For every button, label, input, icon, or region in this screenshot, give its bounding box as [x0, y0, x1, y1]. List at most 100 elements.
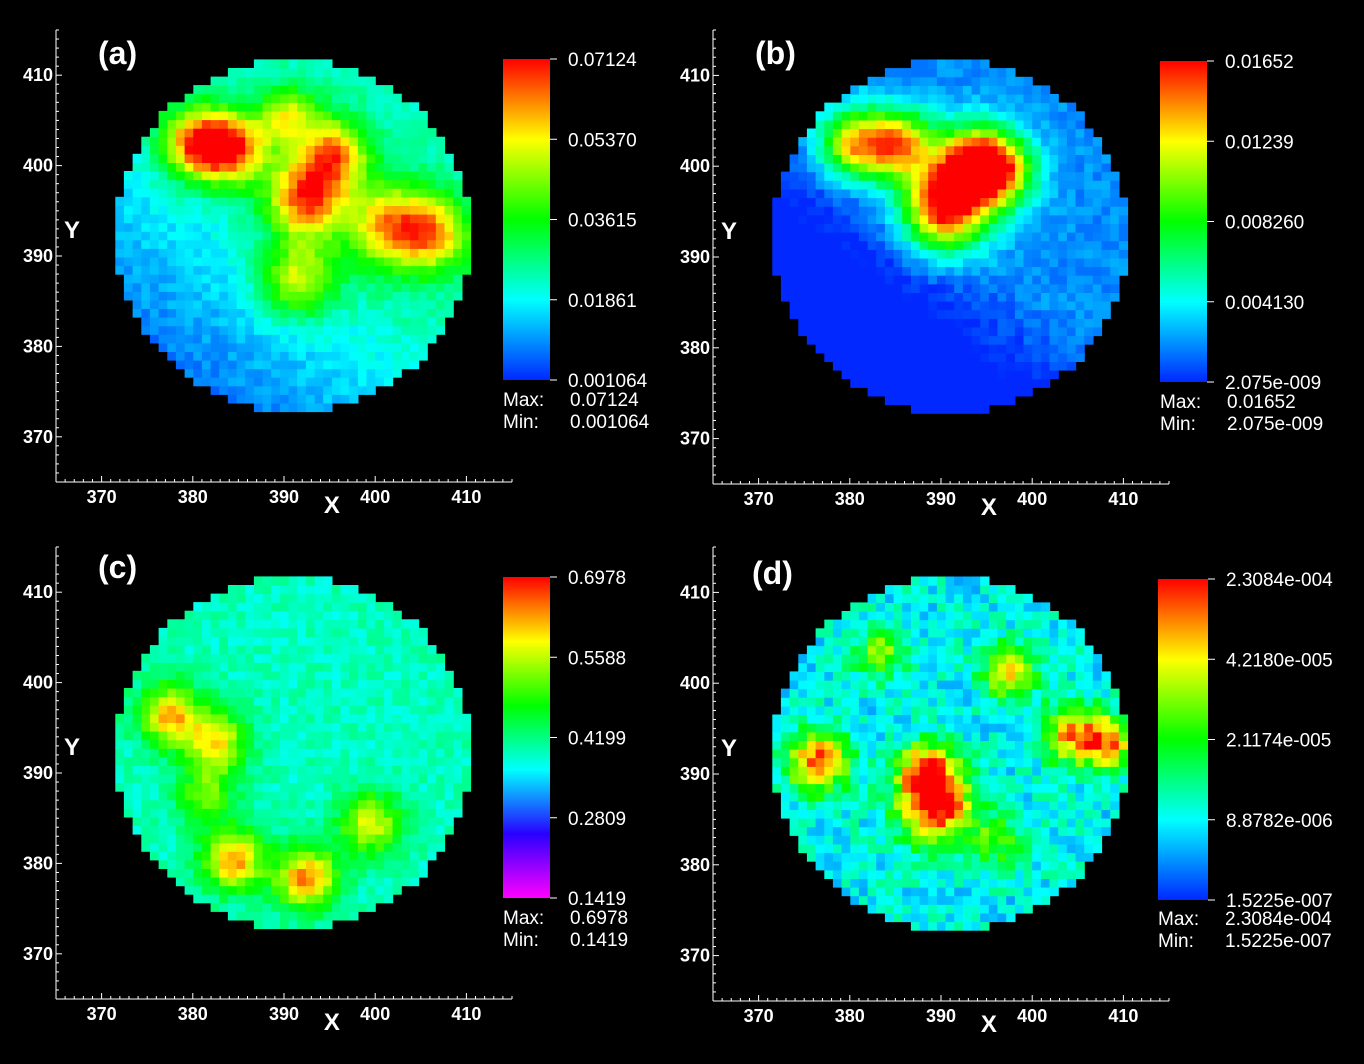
- heatmap-cell: [988, 266, 999, 276]
- heatmap-cell: [832, 119, 843, 130]
- heatmap-cell: [1040, 111, 1051, 121]
- heatmap-cell: [910, 197, 921, 207]
- heatmap-cell: [227, 317, 238, 327]
- heatmap-cell: [798, 688, 808, 698]
- heatmap-cell: [297, 919, 307, 930]
- heatmap-cell: [1006, 352, 1016, 362]
- heatmap-cell: [815, 654, 825, 664]
- heatmap-cell: [392, 368, 402, 378]
- heatmap-cell: [210, 110, 220, 121]
- heatmap-cell: [297, 239, 307, 249]
- heatmap-cell: [331, 76, 342, 86]
- heatmap-cell: [349, 205, 359, 215]
- heatmap-cell: [340, 885, 350, 895]
- heatmap-cell: [375, 885, 385, 895]
- heatmap-cell: [867, 137, 877, 147]
- heatmap-cell: [314, 119, 324, 129]
- heatmap-cell: [271, 851, 281, 861]
- heatmap-cell: [772, 223, 782, 233]
- heatmap-cell: [184, 722, 194, 732]
- heatmap-cell: [798, 662, 808, 672]
- heatmap-cell: [902, 309, 912, 319]
- heatmap-cell: [409, 816, 420, 826]
- heatmap-cell: [401, 145, 411, 155]
- heatmap-cell: [1023, 257, 1033, 268]
- heatmap-cell: [392, 239, 402, 249]
- heatmap-cell: [210, 325, 220, 335]
- heatmap-cell: [435, 748, 446, 758]
- heatmap-cell: [1075, 352, 1085, 362]
- heatmap-cell: [219, 877, 229, 887]
- heatmap-cell: [919, 895, 929, 905]
- heatmap-cell: [444, 705, 454, 715]
- heatmap-cell: [401, 256, 411, 267]
- heatmap-cell: [427, 239, 437, 249]
- heatmap-cell: [418, 128, 428, 138]
- heatmap-cell: [288, 299, 298, 309]
- heatmap-cell: [383, 179, 394, 189]
- heatmap-cell: [409, 299, 420, 309]
- heatmap-cell: [980, 76, 990, 86]
- heatmap-cell: [876, 240, 886, 250]
- heatmap-cell: [928, 619, 938, 629]
- heatmap-cell: [997, 119, 1007, 130]
- heatmap-cell: [936, 301, 947, 311]
- heatmap-cell: [349, 670, 359, 680]
- heatmap-cell: [1049, 275, 1059, 285]
- heatmap-cell: [227, 308, 238, 318]
- heatmap-cell: [444, 205, 454, 215]
- heatmap-cell: [1066, 171, 1077, 181]
- heatmap-cell: [1014, 370, 1025, 380]
- heatmap-cell: [245, 377, 255, 387]
- heatmap-cell: [980, 214, 990, 224]
- heatmap-cell: [1014, 163, 1025, 173]
- heatmap-cell: [418, 688, 428, 698]
- heatmap-cell: [314, 645, 324, 655]
- heatmap-cell: [262, 282, 272, 292]
- heatmap-cell: [383, 248, 394, 258]
- heatmap-cell: [331, 842, 342, 852]
- heatmap-cell: [236, 842, 246, 852]
- heatmap-cell: [1006, 163, 1016, 173]
- heatmap-cell: [1092, 223, 1103, 233]
- heatmap-cell: [806, 783, 817, 793]
- heatmap-cell: [910, 214, 921, 224]
- heatmap-cell: [357, 859, 368, 869]
- heatmap-cell: [297, 894, 307, 904]
- heatmap-cell: [815, 766, 825, 776]
- heatmap-cell: [184, 119, 194, 129]
- heatmap-cell: [288, 894, 298, 904]
- heatmap-cell: [383, 679, 394, 689]
- heatmap-cell: [427, 196, 437, 206]
- heatmap-cell: [418, 162, 428, 172]
- heatmap-cell: [997, 257, 1007, 268]
- heatmap-cell: [323, 360, 333, 370]
- heatmap-cell: [850, 723, 860, 733]
- heatmap-cell: [409, 670, 420, 680]
- heatmap-cell: [253, 59, 264, 69]
- heatmap-cell: [288, 619, 298, 629]
- heatmap-cell: [427, 748, 437, 758]
- heatmap-cell: [262, 76, 272, 86]
- heatmap-cell: [323, 385, 333, 395]
- heatmap-cell: [305, 911, 316, 921]
- heatmap-cell: [331, 688, 342, 698]
- heatmap-cell: [357, 877, 368, 887]
- heatmap-cell: [453, 756, 463, 766]
- heatmap-cell: [418, 713, 428, 723]
- heatmap-cell: [349, 756, 359, 766]
- heatmap-cell: [806, 680, 817, 690]
- x-axis-title: X: [981, 494, 997, 521]
- heatmap-cell: [1040, 171, 1051, 181]
- heatmap-cell: [893, 826, 903, 836]
- heatmap-cell: [928, 783, 938, 793]
- heatmap-cell: [201, 679, 212, 689]
- heatmap-cell: [357, 739, 368, 749]
- heatmap-cell: [314, 265, 324, 275]
- heatmap-cell: [227, 799, 238, 809]
- heatmap-cell: [297, 765, 307, 775]
- heatmap-cell: [427, 662, 437, 672]
- heatmap-cell: [401, 171, 411, 181]
- heatmap-cell: [236, 385, 246, 395]
